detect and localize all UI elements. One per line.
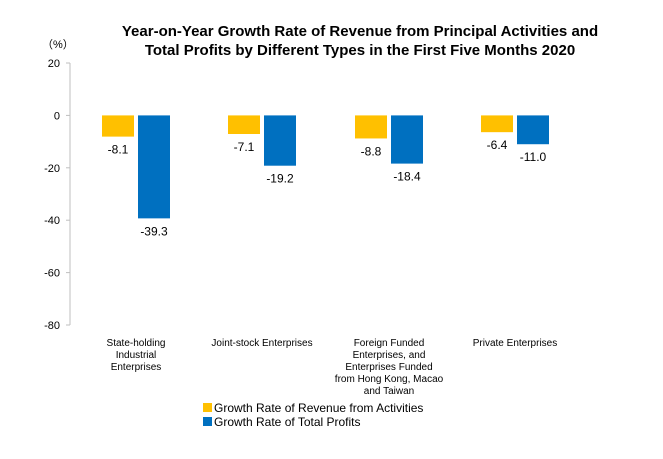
legend-label-0: Growth Rate of Revenue from Activities — [214, 401, 423, 415]
bar-revenue-1 — [228, 115, 260, 135]
bar-profits-2 — [391, 115, 423, 164]
legend-label-1: Growth Rate of Total Profits — [214, 415, 361, 429]
category-label: Industrial — [116, 350, 157, 361]
category-label: Enterprises — [111, 362, 162, 373]
y-tick-label: -40 — [44, 215, 60, 227]
data-label-profits-3: -11.0 — [520, 150, 547, 164]
bar-profits-1 — [264, 115, 296, 166]
bar-profits-0 — [138, 115, 170, 219]
data-label-profits-2: -18.4 — [393, 170, 421, 184]
y-tick-label: -60 — [44, 268, 60, 280]
y-unit-label: （%） — [42, 38, 74, 51]
category-label: and Taiwan — [364, 386, 414, 397]
category-label: Foreign Funded — [354, 338, 425, 349]
legend: Growth Rate of Revenue from ActivitiesGr… — [203, 401, 423, 429]
bar-profits-3 — [517, 115, 549, 145]
data-label-profits-1: -19.2 — [266, 172, 294, 186]
bar-revenue-0 — [102, 115, 134, 137]
y-tick-label: -20 — [44, 163, 60, 175]
data-label-revenue-0: -8.1 — [108, 143, 129, 157]
y-tick-label: 20 — [48, 58, 60, 70]
legend-swatch-1 — [203, 417, 212, 426]
category-label: Enterprises Funded — [345, 362, 432, 373]
category-label: State-holding — [107, 338, 166, 349]
legend-swatch-0 — [203, 403, 212, 412]
y-axis-ticks: 20 0 -20 -40 -60 -80 — [44, 58, 70, 332]
y-tick-label: -80 — [44, 320, 60, 332]
y-tick-label: 0 — [54, 110, 60, 122]
bars — [102, 115, 549, 219]
bar-revenue-2 — [355, 115, 387, 139]
data-label-revenue-1: -7.1 — [234, 140, 255, 154]
category-label: Enterprises, and — [353, 350, 426, 361]
category-label: Private Enterprises — [473, 338, 557, 349]
chart-title-line-2: Total Profits by Different Types in the … — [145, 42, 575, 59]
data-labels: -8.1 -7.1 -8.8 -6.4 -39.3 -19.2 -18.4 -11.0 — [108, 138, 547, 238]
category-label: from Hong Kong, Macao — [335, 374, 444, 385]
data-label-revenue-2: -8.8 — [361, 144, 382, 158]
category-label: Joint-stock Enterprises — [211, 338, 312, 349]
bar-revenue-3 — [481, 115, 513, 133]
data-label-profits-0: -39.3 — [140, 224, 168, 238]
data-label-revenue-3: -6.4 — [487, 138, 508, 152]
chart-title-line-1: Year-on-Year Growth Rate of Revenue from… — [122, 23, 598, 40]
